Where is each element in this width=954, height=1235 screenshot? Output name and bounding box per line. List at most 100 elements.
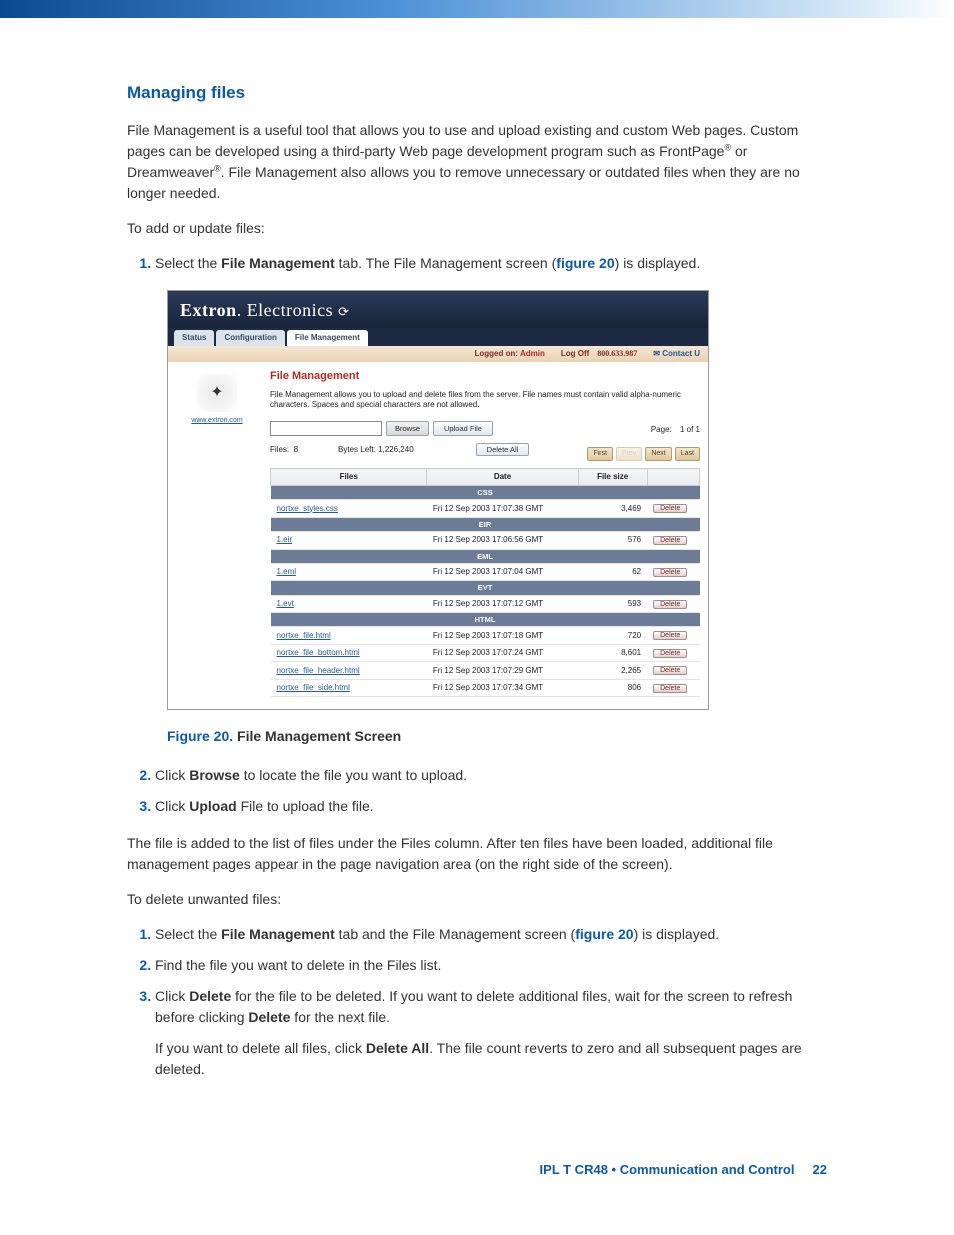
step1-text-a: Select the: [155, 255, 221, 271]
page-label: Page:: [651, 424, 672, 436]
row-delete-button[interactable]: Delete: [653, 504, 687, 513]
group-html: HTML: [271, 613, 700, 627]
file-size: 2,265: [578, 662, 647, 680]
nav-last-button[interactable]: Last: [675, 447, 700, 462]
table-row: nortxe_file_bottom.html Fri 12 Sep 2003 …: [271, 644, 700, 662]
figure-number: Figure 20.: [167, 728, 233, 744]
contact-link[interactable]: ✉ Contact U: [653, 348, 700, 360]
tab-file-management[interactable]: File Management: [287, 330, 368, 346]
file-size: 8,601: [578, 644, 647, 662]
log-off-link[interactable]: Log Off: [561, 348, 589, 360]
delete-all-button[interactable]: Delete All: [476, 443, 530, 456]
dstep3-text-a: Click: [155, 988, 189, 1004]
tab-configuration[interactable]: Configuration: [216, 330, 284, 346]
files-count: 8: [294, 445, 298, 454]
brand-name: Extron. Electronics: [180, 300, 333, 320]
file-link[interactable]: 1.evt: [277, 599, 294, 608]
intro-text-a: File Management is a useful tool that al…: [127, 122, 798, 159]
fm-description: File Management allows you to upload and…: [270, 390, 700, 411]
dstep1-text-a: Select the: [155, 926, 221, 942]
file-link[interactable]: nortxe_file_header.html: [277, 666, 360, 675]
dstep3-text-c: for the next file.: [290, 1009, 390, 1025]
footer-page-number: 22: [813, 1162, 827, 1177]
dstep3-bold-a: Delete: [189, 988, 231, 1004]
page-value: 1 of 1: [680, 424, 700, 436]
table-row: 1.evt Fri 12 Sep 2003 17:07:12 GMT 593 D…: [271, 595, 700, 613]
after-upload-paragraph: The file is added to the list of files u…: [127, 833, 827, 875]
step2-bold: Browse: [189, 767, 240, 783]
file-link[interactable]: nortxe_file_side.html: [277, 683, 350, 692]
dstep-2: Find the file you want to delete in the …: [155, 955, 827, 976]
step1-text-c: ) is displayed.: [615, 255, 701, 271]
file-date: Fri 12 Sep 2003 17:07:38 GMT: [427, 500, 578, 518]
dstep1-bold: File Management: [221, 926, 335, 942]
file-date: Fri 12 Sep 2003 17:07:24 GMT: [427, 644, 578, 662]
step-3: Click Upload File to upload the file.: [155, 796, 827, 817]
row-delete-button[interactable]: Delete: [653, 666, 687, 675]
row-delete-button[interactable]: Delete: [653, 649, 687, 658]
file-link[interactable]: 1.eml: [277, 567, 297, 576]
table-row: nortxe_styles.css Fri 12 Sep 2003 17:07:…: [271, 500, 700, 518]
section-heading: Managing files: [127, 80, 827, 106]
files-label: Files:: [270, 445, 289, 454]
group-eml: EML: [271, 549, 700, 563]
page-content: Managing files File Management is a usef…: [127, 80, 827, 1180]
shot-tabs: Status Configuration File Management: [168, 328, 708, 346]
figure-ref-20b[interactable]: figure 20: [575, 926, 633, 942]
col-files: Files: [271, 469, 427, 486]
browse-button[interactable]: Browse: [386, 421, 429, 436]
globe-icon: ⟳: [338, 304, 349, 319]
shot-header: Extron. Electronics ⟳: [168, 291, 708, 328]
delete-steps: Select the File Management tab and the F…: [127, 924, 827, 1080]
row-delete-button[interactable]: Delete: [653, 536, 687, 545]
bytes-label: Bytes Left:: [338, 445, 376, 454]
phone-number: 800.633.987: [597, 348, 637, 360]
upload-path-input[interactable]: [270, 421, 382, 436]
file-date: Fri 12 Sep 2003 17:07:18 GMT: [427, 627, 578, 645]
step3-text-a: Click: [155, 798, 189, 814]
table-row: nortxe_file_side.html Fri 12 Sep 2003 17…: [271, 679, 700, 697]
step2-text-b: to locate the file you want to upload.: [240, 767, 467, 783]
step3-text-b: File to upload the file.: [237, 798, 374, 814]
sidebar-url[interactable]: www.extron.com: [172, 416, 262, 427]
file-date: Fri 12 Sep 2003 17:07:04 GMT: [427, 563, 578, 581]
delete-lead: To delete unwanted files:: [127, 889, 827, 910]
step3-bold: Upload: [189, 798, 236, 814]
table-row: 1.eml Fri 12 Sep 2003 17:07:04 GMT 62 De…: [271, 563, 700, 581]
shot-ribbon: Logged on: Admin Log Off 800.633.987 ✉ C…: [168, 346, 708, 362]
step1-text-b: tab. The File Management screen (: [335, 255, 557, 271]
step-1: Select the File Management tab. The File…: [155, 253, 827, 274]
add-update-lead: To add or update files:: [127, 218, 827, 239]
table-header-row: Files Date File size: [271, 469, 700, 486]
dstep3p2-text-a: If you want to delete all files, click: [155, 1040, 366, 1056]
file-date: Fri 12 Sep 2003 17:07:12 GMT: [427, 595, 578, 613]
files-table: Files Date File size CSS nortxe_styles.c…: [270, 468, 700, 697]
nav-next-button[interactable]: Next: [645, 447, 671, 462]
row-delete-button[interactable]: Delete: [653, 568, 687, 577]
file-link[interactable]: nortxe_styles.css: [277, 504, 338, 513]
figure-ref-20a[interactable]: figure 20: [556, 255, 614, 271]
step2-text-a: Click: [155, 767, 189, 783]
dstep1-text-c: ) is displayed.: [634, 926, 720, 942]
figure-20-screenshot: Extron. Electronics ⟳ Status Configurati…: [167, 290, 709, 711]
dstep-1: Select the File Management tab and the F…: [155, 924, 827, 945]
table-row: 1.eir Fri 12 Sep 2003 17:06:56 GMT 576 D…: [271, 532, 700, 550]
file-link[interactable]: 1.eir: [277, 535, 293, 544]
add-update-steps-cont: Click Browse to locate the file you want…: [127, 765, 827, 817]
row-delete-button[interactable]: Delete: [653, 684, 687, 693]
file-link[interactable]: nortxe_file_bottom.html: [277, 648, 360, 657]
nav-first-button[interactable]: First: [587, 447, 613, 462]
file-link[interactable]: nortxe_file.html: [277, 631, 331, 640]
table-row: nortxe_file.html Fri 12 Sep 2003 17:07:1…: [271, 627, 700, 645]
logged-user: Admin: [520, 349, 545, 358]
figure-caption: Figure 20. File Management Screen: [167, 726, 827, 747]
shot-sidebar: ✦ www.extron.com: [168, 362, 266, 710]
dstep3-bold-b: Delete: [248, 1009, 290, 1025]
row-delete-button[interactable]: Delete: [653, 600, 687, 609]
upload-file-button[interactable]: Upload File: [433, 421, 493, 436]
row-delete-button[interactable]: Delete: [653, 631, 687, 640]
group-css: CSS: [271, 486, 700, 500]
bytes-value: 1,226,240: [378, 445, 414, 454]
nav-prev-button[interactable]: Prev: [616, 447, 642, 462]
tab-status[interactable]: Status: [174, 330, 214, 346]
